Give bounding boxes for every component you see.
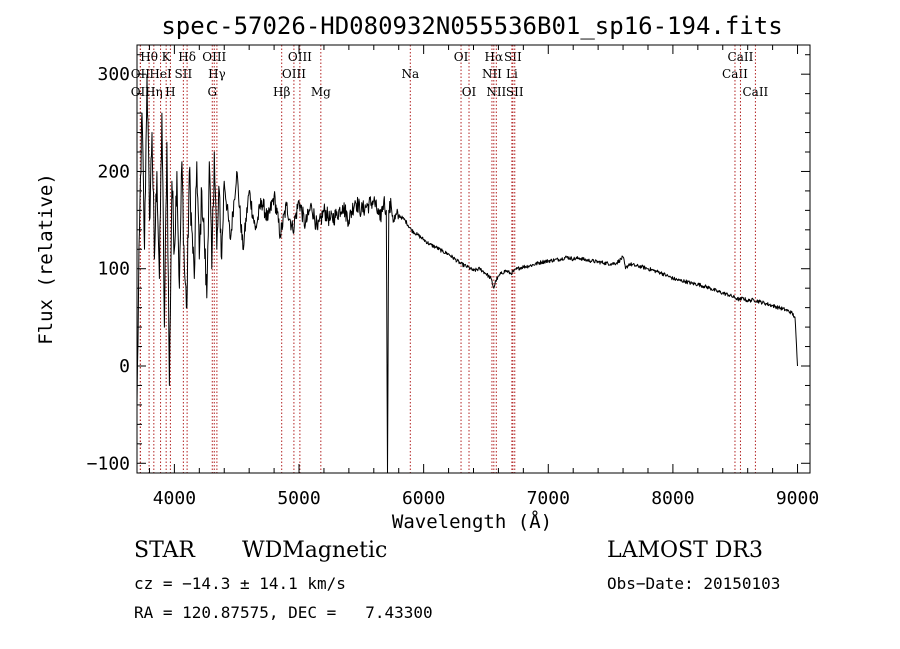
x-tick-label: 8000	[651, 488, 694, 509]
line-marker-label: Li	[506, 67, 518, 81]
line-marker-label: SII	[506, 85, 524, 99]
y-tick-label: −100	[87, 453, 130, 474]
line-marker-label: OIII	[202, 50, 226, 64]
y-tick-label: 200	[97, 161, 130, 182]
x-tick-label: 4000	[153, 488, 196, 509]
redshift-velocity: cz = −14.3 ± 14.1 km/s	[134, 574, 346, 593]
x-tick-label: 7000	[527, 488, 570, 509]
line-marker-label: Hγ	[208, 67, 226, 81]
plot-frame	[136, 44, 811, 474]
line-marker-label: Na	[401, 67, 419, 81]
line-marker-label: H	[165, 85, 175, 99]
line-marker-label: CaII	[742, 85, 768, 99]
line-marker-label: NII	[486, 85, 506, 99]
line-marker-label: Hη	[145, 85, 163, 99]
line-marker-label: HeI	[149, 67, 172, 81]
y-axis-title: Flux (relative)	[35, 173, 57, 345]
line-marker-label: Hβ	[273, 85, 290, 99]
object-class: STAR	[134, 538, 195, 563]
y-tick-label: 300	[97, 64, 130, 85]
observation-date: Obs−Date: 20150103	[607, 574, 781, 593]
line-marker-label: Hθ	[140, 50, 158, 64]
y-axis-ticks: −100 0 100 200 300	[87, 54, 810, 474]
line-marker-label: CaII	[722, 67, 748, 81]
line-marker-label: K	[162, 50, 172, 64]
x-axis-ticks: 4000 5000 6000 7000 8000 9000	[148, 45, 819, 509]
line-marker-label: OIII	[282, 67, 306, 81]
line-marker-label: SII	[504, 50, 522, 64]
line-marker-label: Mg	[311, 85, 331, 99]
line-marker-label: SII	[175, 67, 193, 81]
chart-title: spec-57026-HD080932N055536B01_sp16-194.f…	[161, 12, 782, 40]
y-tick-label: 100	[97, 259, 130, 280]
line-marker-label: OI	[462, 85, 477, 99]
line-marker-label: OIII	[288, 50, 312, 64]
line-marker-label: NII	[482, 67, 502, 81]
y-tick-label: 0	[119, 356, 130, 377]
x-tick-label: 6000	[402, 488, 445, 509]
survey-name: LAMOST DR3	[607, 538, 763, 563]
sky-coordinates: RA = 120.87575, DEC = 7.43300	[134, 603, 433, 622]
line-marker-label: G	[207, 85, 217, 99]
line-marker-label: CaII	[728, 50, 754, 64]
x-tick-label: 9000	[776, 488, 819, 509]
x-axis-title: Wavelength (Å)	[392, 510, 552, 533]
object-subclass: WDMagnetic	[242, 538, 388, 563]
line-marker-label: OI	[454, 50, 469, 64]
flux-series-line	[136, 73, 798, 474]
x-tick-label: 5000	[277, 488, 320, 509]
line-marker-label: Hα	[485, 50, 504, 64]
line-marker-label: Hδ	[178, 50, 196, 64]
